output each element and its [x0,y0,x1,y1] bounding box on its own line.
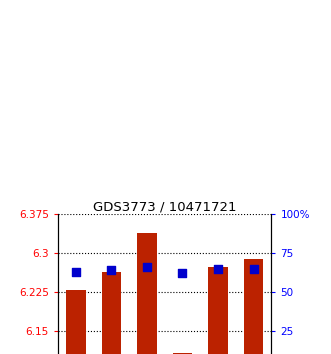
Bar [66,291,85,354]
Point [251,266,256,272]
Bar [244,259,263,354]
Bar [173,353,192,354]
Title: GDS3773 / 10471721: GDS3773 / 10471721 [93,200,236,213]
Bar [137,233,157,354]
Point [73,269,78,275]
Point [215,266,221,272]
Bar [102,272,121,354]
Point [109,267,114,273]
Bar [208,267,228,354]
Point [144,264,150,270]
Point [180,270,185,276]
